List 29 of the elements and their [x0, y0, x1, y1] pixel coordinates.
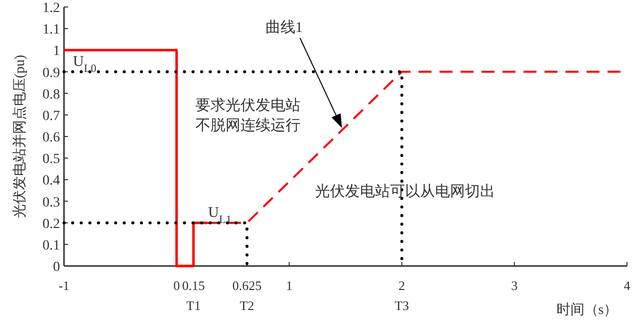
annotation: 曲线1: [265, 19, 303, 36]
y-tick-label: 0.6: [42, 130, 60, 146]
y-axis-title: 光伏发电站并网点电压(pu): [12, 54, 28, 218]
annotation: 光伏发电站可以从电网切出: [315, 183, 495, 200]
x-tick-label: -1: [58, 278, 70, 293]
annotation: 不脱网连续运行: [196, 117, 300, 134]
y-tick-label: 1: [53, 44, 60, 60]
x-tick-label: 0.15 T1: [182, 278, 205, 313]
x-tick-label: 4: [624, 278, 631, 293]
y-tick-label: 0.5: [42, 152, 60, 168]
y-tick-label: 1.2: [42, 1, 60, 16]
annotation: U$_{L1}$: [208, 204, 232, 226]
y-tick-label: 0.1: [42, 238, 60, 254]
y-tick-label: 0.8: [42, 87, 60, 102]
y-tick-label: 0.4: [42, 174, 60, 189]
y-tick-label: 0.2: [42, 216, 60, 232]
annotation: 要求光伏发电站: [196, 97, 300, 114]
x-tick-label: 0.625 T2: [232, 278, 262, 313]
y-tick-label: 1.1: [42, 22, 60, 38]
y-tick-label: 0.3: [42, 195, 60, 210]
x-tick-label: 2 T3: [394, 278, 410, 313]
y-tick-label: 0.7: [42, 108, 60, 124]
annotation: U$_{L0}$: [73, 54, 97, 75]
x-axis-title: 时间（s）: [556, 302, 618, 318]
x-tick-label: 3: [511, 278, 518, 293]
y-tick-label: 0.9: [42, 66, 60, 81]
y-tick-label: 0: [53, 260, 60, 275]
x-tick-label: 1: [286, 278, 292, 293]
x-tick-label: 0: [173, 278, 180, 293]
